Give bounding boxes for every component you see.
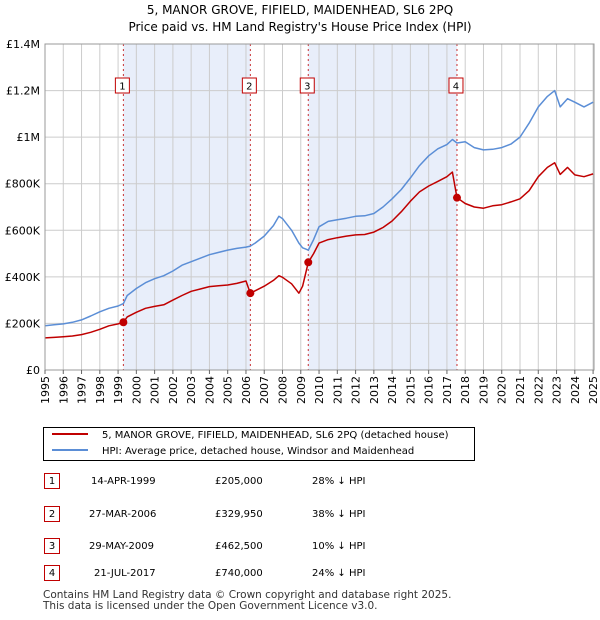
transaction-price: £462,500	[215, 541, 263, 552]
x-tick-label: 2000	[130, 376, 143, 404]
x-tick-label: 2014	[386, 376, 399, 404]
transaction-price: £740,000	[215, 568, 263, 579]
footer-copyright: Contains HM Land Registry data © Crown c…	[43, 589, 452, 601]
x-tick-label: 2002	[167, 376, 180, 404]
footer-licence: This data is licensed under the Open Gov…	[43, 600, 378, 612]
transaction-row: 2 27-MAR-2006 £329,950 38% ↓ HPI	[0, 504, 600, 526]
x-tick-label: 2010	[313, 376, 326, 404]
transaction-hpi-diff: 38% ↓ HPI	[312, 509, 366, 520]
sale-point	[119, 318, 128, 327]
sale-marker-label: 4	[453, 82, 459, 93]
transaction-date: 21-JUL-2017	[94, 568, 156, 579]
x-tick-label: 1997	[76, 376, 89, 404]
sale-marker-label: 2	[246, 82, 252, 93]
transaction-row: 3 29-MAY-2009 £462,500 10% ↓ HPI	[0, 536, 600, 558]
x-tick-label: 2019	[477, 376, 490, 404]
x-tick-label: 2004	[203, 376, 216, 404]
legend-label-hpi: HPI: Average price, detached house, Wind…	[102, 446, 415, 457]
x-tick-label: 2001	[149, 376, 162, 404]
legend-item-hpi: HPI: Average price, detached house, Wind…	[52, 444, 414, 460]
x-tick-label: 2020	[496, 376, 509, 404]
y-tick-label: £800K	[5, 178, 41, 191]
x-tick-label: 2017	[441, 376, 454, 404]
y-tick-label: £0	[26, 364, 40, 377]
transaction-price: £329,950	[215, 509, 263, 520]
y-tick-label: £1.4M	[6, 38, 40, 51]
price-series-line	[44, 162, 594, 339]
transaction-row: 4 21-JUL-2017 £740,000 24% ↓ HPI	[0, 563, 600, 585]
transaction-date: 29-MAY-2009	[89, 541, 155, 552]
x-tick-label: 2016	[423, 376, 436, 404]
transaction-hpi-diff: 28% ↓ HPI	[312, 476, 366, 487]
legend-label-price: 5, MANOR GROVE, FIFIELD, MAIDENHEAD, SL6…	[102, 430, 449, 441]
sale-marker-box	[299, 77, 315, 94]
y-tick-label: £400K	[5, 271, 41, 284]
x-tick-label: 2011	[331, 376, 344, 404]
y-tick-label: £1M	[17, 131, 41, 144]
transaction-marker-badge: 1	[44, 473, 60, 489]
sale-marker-label: 1	[119, 82, 125, 93]
transaction-marker-badge: 3	[44, 538, 60, 554]
x-tick-label: 2012	[350, 376, 363, 404]
sale-point	[304, 258, 313, 267]
transaction-row: 1 14-APR-1999 £205,000 28% ↓ HPI	[0, 471, 600, 493]
x-tick-label: 2021	[514, 376, 527, 404]
x-tick-label: 2008	[277, 376, 290, 404]
legend-item-price: 5, MANOR GROVE, FIFIELD, MAIDENHEAD, SL6…	[52, 428, 449, 444]
ownership-shade	[123, 44, 251, 370]
x-tick-label: 1999	[112, 376, 125, 404]
x-tick-label: 2024	[569, 376, 582, 404]
legend-swatch-hpi	[52, 449, 88, 451]
sale-point	[246, 289, 255, 298]
x-tick-label: 2015	[404, 376, 417, 404]
x-tick-label: 2007	[258, 376, 271, 404]
x-tick-label: 2023	[551, 376, 564, 404]
x-tick-label: 2003	[185, 376, 198, 404]
x-tick-label: 1995	[39, 376, 52, 404]
transaction-date: 14-APR-1999	[91, 476, 156, 487]
x-tick-label: 2022	[532, 376, 545, 404]
x-tick-label: 1996	[57, 376, 70, 404]
sale-marker-label: 3	[304, 82, 310, 93]
transaction-hpi-diff: 10% ↓ HPI	[312, 541, 366, 552]
transaction-date: 27-MAR-2006	[89, 509, 157, 520]
transaction-hpi-diff: 24% ↓ HPI	[312, 568, 366, 579]
transaction-price: £205,000	[215, 476, 263, 487]
y-tick-label: £600K	[5, 224, 41, 237]
x-tick-label: 2005	[222, 376, 235, 404]
title-line-1: 5, MANOR GROVE, FIFIELD, MAIDENHEAD, SL6…	[146, 3, 454, 17]
title-line-2: Price paid vs. HM Land Registry's House …	[128, 20, 472, 34]
x-tick-label: 2006	[240, 376, 253, 404]
price-chart: 1 2 3 4 £0 £200K £400K £600K £800K £1M £1.2M £1.4M 1…	[5, 38, 600, 404]
x-tick-label: 1998	[94, 376, 107, 404]
transaction-marker-badge: 2	[44, 506, 60, 522]
y-tick-label: £200K	[5, 317, 41, 330]
sale-marker-box	[114, 77, 130, 94]
x-tick-label: 2018	[459, 376, 472, 404]
hpi-series-line	[44, 89, 594, 327]
legend-swatch-price	[52, 433, 88, 435]
y-tick-label: £1.2M	[6, 85, 40, 98]
sale-point	[452, 193, 461, 202]
footer: Contains HM Land Registry data © Crown c…	[43, 590, 451, 612]
legend: 5, MANOR GROVE, FIFIELD, MAIDENHEAD, SL6…	[43, 427, 475, 461]
sale-marker-box	[241, 77, 257, 94]
x-tick-label: 2025	[587, 376, 600, 404]
sale-marker-box	[448, 77, 464, 94]
transaction-marker-badge: 4	[44, 565, 60, 581]
x-tick-label: 2009	[295, 376, 308, 404]
chart-title: 5, MANOR GROVE, FIFIELD, MAIDENHEAD, SL6…	[0, 2, 600, 36]
x-tick-label: 2013	[368, 376, 381, 404]
